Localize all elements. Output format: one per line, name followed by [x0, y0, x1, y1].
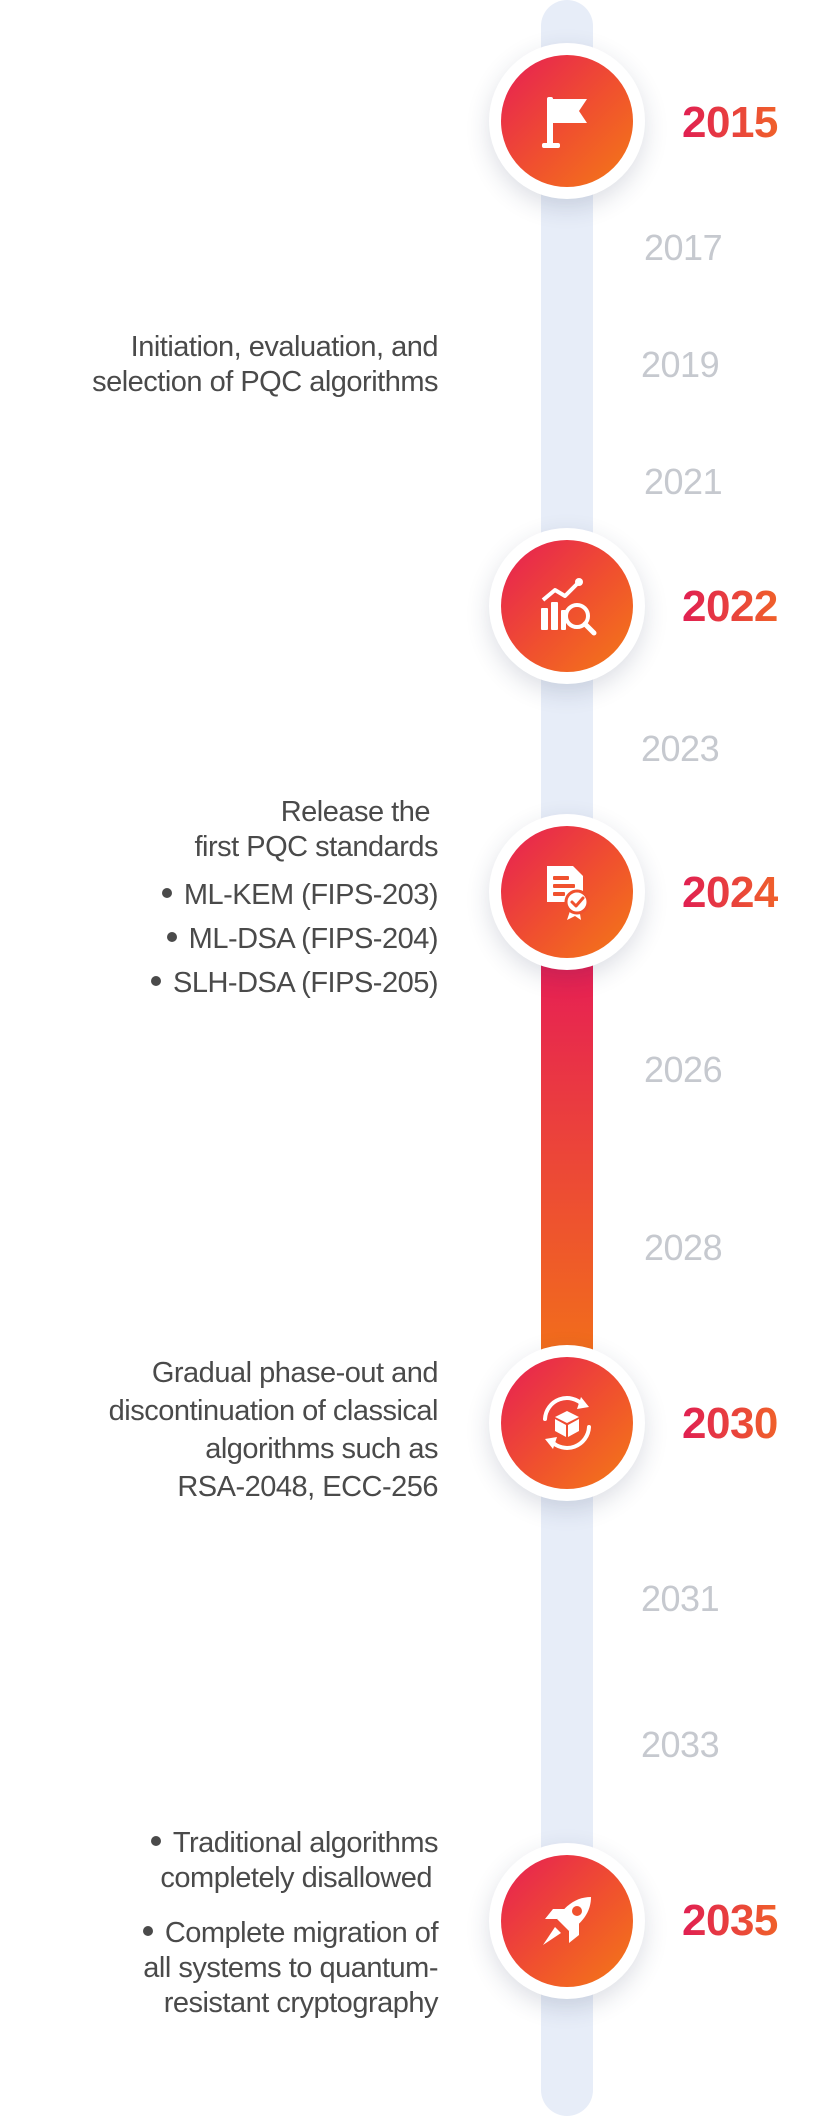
certificate-icon — [547, 866, 590, 920]
cube-refresh-icon — [543, 1396, 591, 1450]
year-2031: 2031 — [641, 1578, 720, 1619]
year-2024: 2024 — [682, 868, 778, 917]
list-item: Complete migration of all systems to qua… — [142, 1917, 439, 2019]
year-2033: 2033 — [641, 1724, 720, 1765]
list-item: Traditional algorithms completely disall… — [143, 1826, 439, 1896]
bullet-icon — [150, 1836, 161, 1847]
chart-search-icon — [541, 578, 597, 636]
final-goals-list: Traditional algorithms completely disall… — [142, 1826, 439, 2021]
year-2030: 2030 — [682, 1399, 778, 1448]
year-2019: 2019 — [641, 344, 720, 385]
timeline-active-segment — [541, 960, 593, 1360]
milestone-node-2022 — [489, 528, 645, 684]
bullet-icon — [142, 1926, 153, 1937]
milestone-node-2024 — [489, 814, 645, 970]
year-2017: 2017 — [644, 227, 723, 268]
release-standards-list: ML-KEM (FIPS-203) ML-DSA (FIPS-204) SLH-… — [151, 873, 439, 1005]
bullet-icon — [151, 976, 162, 987]
list-item: ML-KEM (FIPS-203) — [151, 873, 439, 917]
rocket-icon — [543, 1897, 591, 1945]
milestone-node-2035 — [489, 1843, 645, 1999]
milestone-node-2015 — [489, 43, 645, 199]
bullet-icon — [166, 932, 177, 943]
year-2015: 2015 — [682, 98, 778, 147]
year-2023: 2023 — [641, 728, 720, 769]
list-item: ML-DSA (FIPS-204) — [151, 917, 439, 961]
list-item: SLH-DSA (FIPS-205) — [151, 961, 438, 1005]
final-description: Traditional algorithms completely disall… — [142, 1826, 439, 2021]
flag-icon — [542, 97, 587, 148]
milestone-node-2030 — [489, 1345, 645, 1501]
year-2021: 2021 — [644, 461, 723, 502]
year-2026: 2026 — [644, 1049, 723, 1090]
year-2035: 2035 — [682, 1896, 778, 1945]
year-2028: 2028 — [644, 1227, 723, 1268]
release-description: Release the first PQC standards ML-KEM (… — [151, 795, 439, 1005]
year-2022: 2022 — [682, 582, 778, 631]
bullet-icon — [161, 888, 172, 899]
initiation-description: Initiation, evaluation, and selection of… — [92, 331, 438, 398]
phaseout-description: Gradual phase-out and discontinuation of… — [108, 1357, 439, 1503]
